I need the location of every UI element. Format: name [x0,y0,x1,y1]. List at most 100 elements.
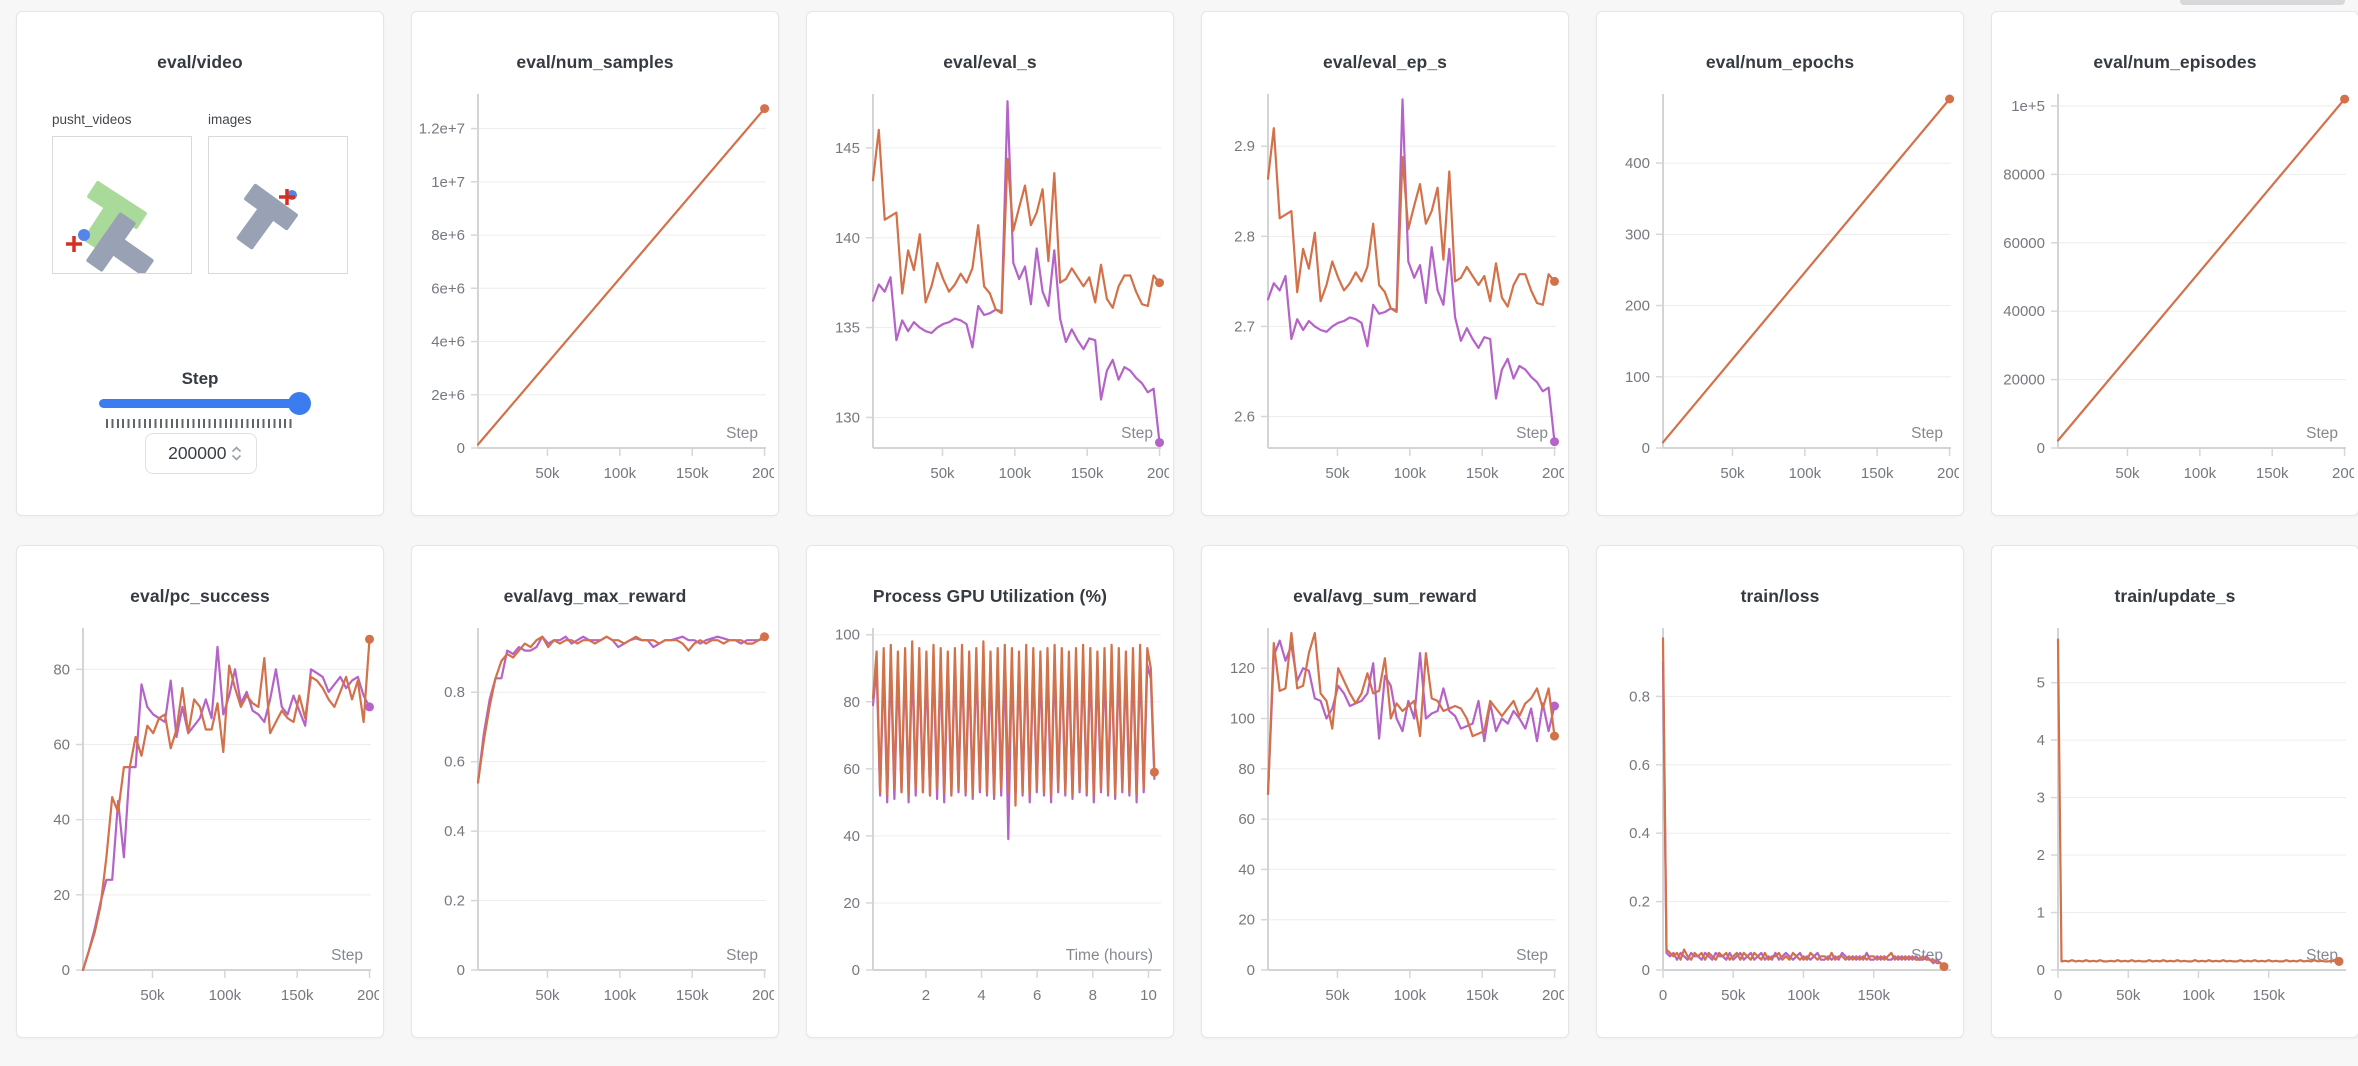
svg-text:145: 145 [835,140,860,157]
svg-text:100k: 100k [1787,987,1820,1004]
svg-text:0.2: 0.2 [1629,894,1650,911]
svg-text:0: 0 [457,962,465,979]
svg-text:0: 0 [1247,962,1255,979]
svg-text:8e+6: 8e+6 [431,227,465,244]
panel-eval-num-samples[interactable]: eval/num_samples 0 2e+6 4e+6 6e+6 8e+6 1e+7 1.… [411,11,779,516]
svg-text:100k: 100k [2184,465,2217,482]
step-slider-track[interactable] [99,392,311,415]
panel-process-gpu-utilization[interactable]: Process GPU Utilization (%) 0 20 40 60 80 100… [806,545,1174,1038]
panel-train-loss[interactable]: train/loss 0 0.2 0.4 0.6 0.8 0 50k 100k 150k Step [1596,545,1964,1038]
svg-text:80: 80 [1238,761,1255,778]
svg-text:1e+7: 1e+7 [431,174,465,191]
svg-text:Step: Step [1911,425,1943,442]
svg-text:100k: 100k [1394,987,1427,1004]
line-chart[interactable]: 0 20 40 60 80 50k 100k 150k 200 Step [21,612,379,1032]
step-slider-label: Step [181,369,219,388]
svg-text:100: 100 [1230,711,1255,728]
svg-text:Step: Step [1121,425,1153,442]
svg-text:0.8: 0.8 [444,684,465,701]
svg-text:4e+6: 4e+6 [431,334,465,351]
panel-eval-num-epochs[interactable]: eval/num_epochs 0 100 200 300 400 50k 100k 150k… [1596,11,1964,516]
step-stepper[interactable] [231,446,242,461]
media-key-label-pusht-videos: pusht_videos [52,112,132,127]
panel-eval-pc-success[interactable]: eval/pc_success 0 20 40 60 80 50k 100k 150k 200 S… [16,545,384,1038]
svg-text:80: 80 [843,694,860,711]
svg-text:80: 80 [53,661,70,678]
chevron-up-icon[interactable] [231,446,242,453]
svg-text:0: 0 [2037,440,2045,457]
pusht-frame-image [66,181,154,276]
svg-text:6e+6: 6e+6 [431,280,465,297]
svg-text:50k: 50k [140,987,165,1004]
svg-text:200: 200 [1147,465,1169,482]
svg-text:140: 140 [835,230,860,247]
panel-eval-video[interactable]: eval/video pusht_videos images [16,11,384,516]
svg-text:5: 5 [2037,675,2045,692]
line-chart[interactable]: 0 20 40 60 80 100 120 50k 100k 150k 200 Step [1206,612,1564,1032]
svg-text:Step: Step [726,425,758,442]
step-value-box[interactable] [145,433,257,474]
panel-title: eval/avg_max_reward [503,586,687,606]
svg-text:150k: 150k [281,987,314,1004]
line-chart[interactable]: 0 20000 40000 60000 80000 1e+5 50k 100k 150k 200 S… [1996,78,2354,510]
svg-text:150k: 150k [1861,465,1894,482]
image-thumbnail[interactable] [208,136,348,274]
clipped-panel-edge [2180,0,2345,5]
svg-text:1.2e+7: 1.2e+7 [419,121,465,138]
svg-text:100: 100 [1625,369,1650,386]
svg-text:0: 0 [1642,440,1650,457]
line-chart[interactable]: 2.6 2.7 2.8 2.9 50k 100k 150k 200 Step [1206,78,1564,510]
line-chart[interactable]: 130 135 140 145 50k 100k 150k 200 Step [811,78,1169,510]
svg-text:150k: 150k [1857,987,1890,1004]
panel-title: train/loss [1740,586,1820,606]
line-chart[interactable]: 0 0.2 0.4 0.6 0.8 50k 100k 150k 200 Step [416,612,774,1032]
svg-text:50k: 50k [535,465,560,482]
svg-text:0: 0 [852,962,860,979]
svg-text:0.4: 0.4 [444,823,465,840]
svg-text:200: 200 [1625,298,1650,315]
svg-text:0: 0 [62,962,70,979]
panel-eval-num-episodes[interactable]: eval/num_episodes 0 20000 40000 60000 80000 1… [1991,11,2358,516]
video-thumbnail-pusht[interactable] [52,136,192,276]
panel-eval-eval-s[interactable]: eval/eval_s 130 135 140 145 50k 100k 150k 200 St… [806,11,1174,516]
svg-text:50k: 50k [1325,465,1350,482]
panel-train-update-s[interactable]: train/update_s 0 1 2 3 4 5 0 50k 100k 150k Step [1991,545,2358,1038]
svg-text:3: 3 [2037,790,2045,807]
svg-text:0: 0 [1659,987,1667,1004]
svg-text:8: 8 [1089,987,1097,1004]
svg-text:40: 40 [1238,861,1255,878]
svg-text:20: 20 [1238,912,1255,929]
svg-text:10: 10 [1140,987,1157,1004]
chevron-down-icon[interactable] [231,454,242,461]
svg-text:60: 60 [53,737,70,754]
svg-text:2e+6: 2e+6 [431,387,465,404]
line-chart[interactable]: 0 2e+6 4e+6 6e+6 8e+6 1e+7 1.2e+7 50k 100k 150k 20… [416,78,774,510]
svg-text:135: 135 [835,320,860,337]
step-value-input[interactable] [160,443,227,464]
line-chart[interactable]: 0 100 200 300 400 50k 100k 150k 200 Step [1601,78,1959,510]
line-chart[interactable]: 0 20 40 60 80 100 2 4 6 8 10 Time (hours) [811,612,1169,1032]
svg-text:1: 1 [2037,905,2045,922]
svg-text:20: 20 [843,895,860,912]
panel-eval-avg-sum-reward[interactable]: eval/avg_sum_reward 0 20 40 60 80 100 120 50k 10… [1201,545,1569,1038]
panel-eval-avg-max-reward[interactable]: eval/avg_max_reward 0 0.2 0.4 0.6 0.8 50k 100k… [411,545,779,1038]
svg-text:100k: 100k [604,465,637,482]
svg-text:150k: 150k [676,987,709,1004]
panel-grid: eval/video pusht_videos images [16,0,2358,1038]
svg-text:150k: 150k [676,465,709,482]
svg-text:100k: 100k [1394,465,1427,482]
svg-text:50k: 50k [1721,987,1746,1004]
svg-text:120: 120 [1230,660,1255,677]
svg-text:100k: 100k [604,987,637,1004]
svg-text:100k: 100k [209,987,242,1004]
panel-eval-eval-ep-s[interactable]: eval/eval_ep_s 2.6 2.7 2.8 2.9 50k 100k 150k 20… [1201,11,1569,516]
svg-text:50k: 50k [930,465,955,482]
svg-text:50k: 50k [2116,987,2141,1004]
svg-text:Time (hours): Time (hours) [1066,947,1153,964]
svg-text:50k: 50k [1720,465,1745,482]
svg-text:150k: 150k [1466,465,1499,482]
step-slider-handle[interactable] [288,392,311,415]
svg-text:0: 0 [2037,962,2045,979]
